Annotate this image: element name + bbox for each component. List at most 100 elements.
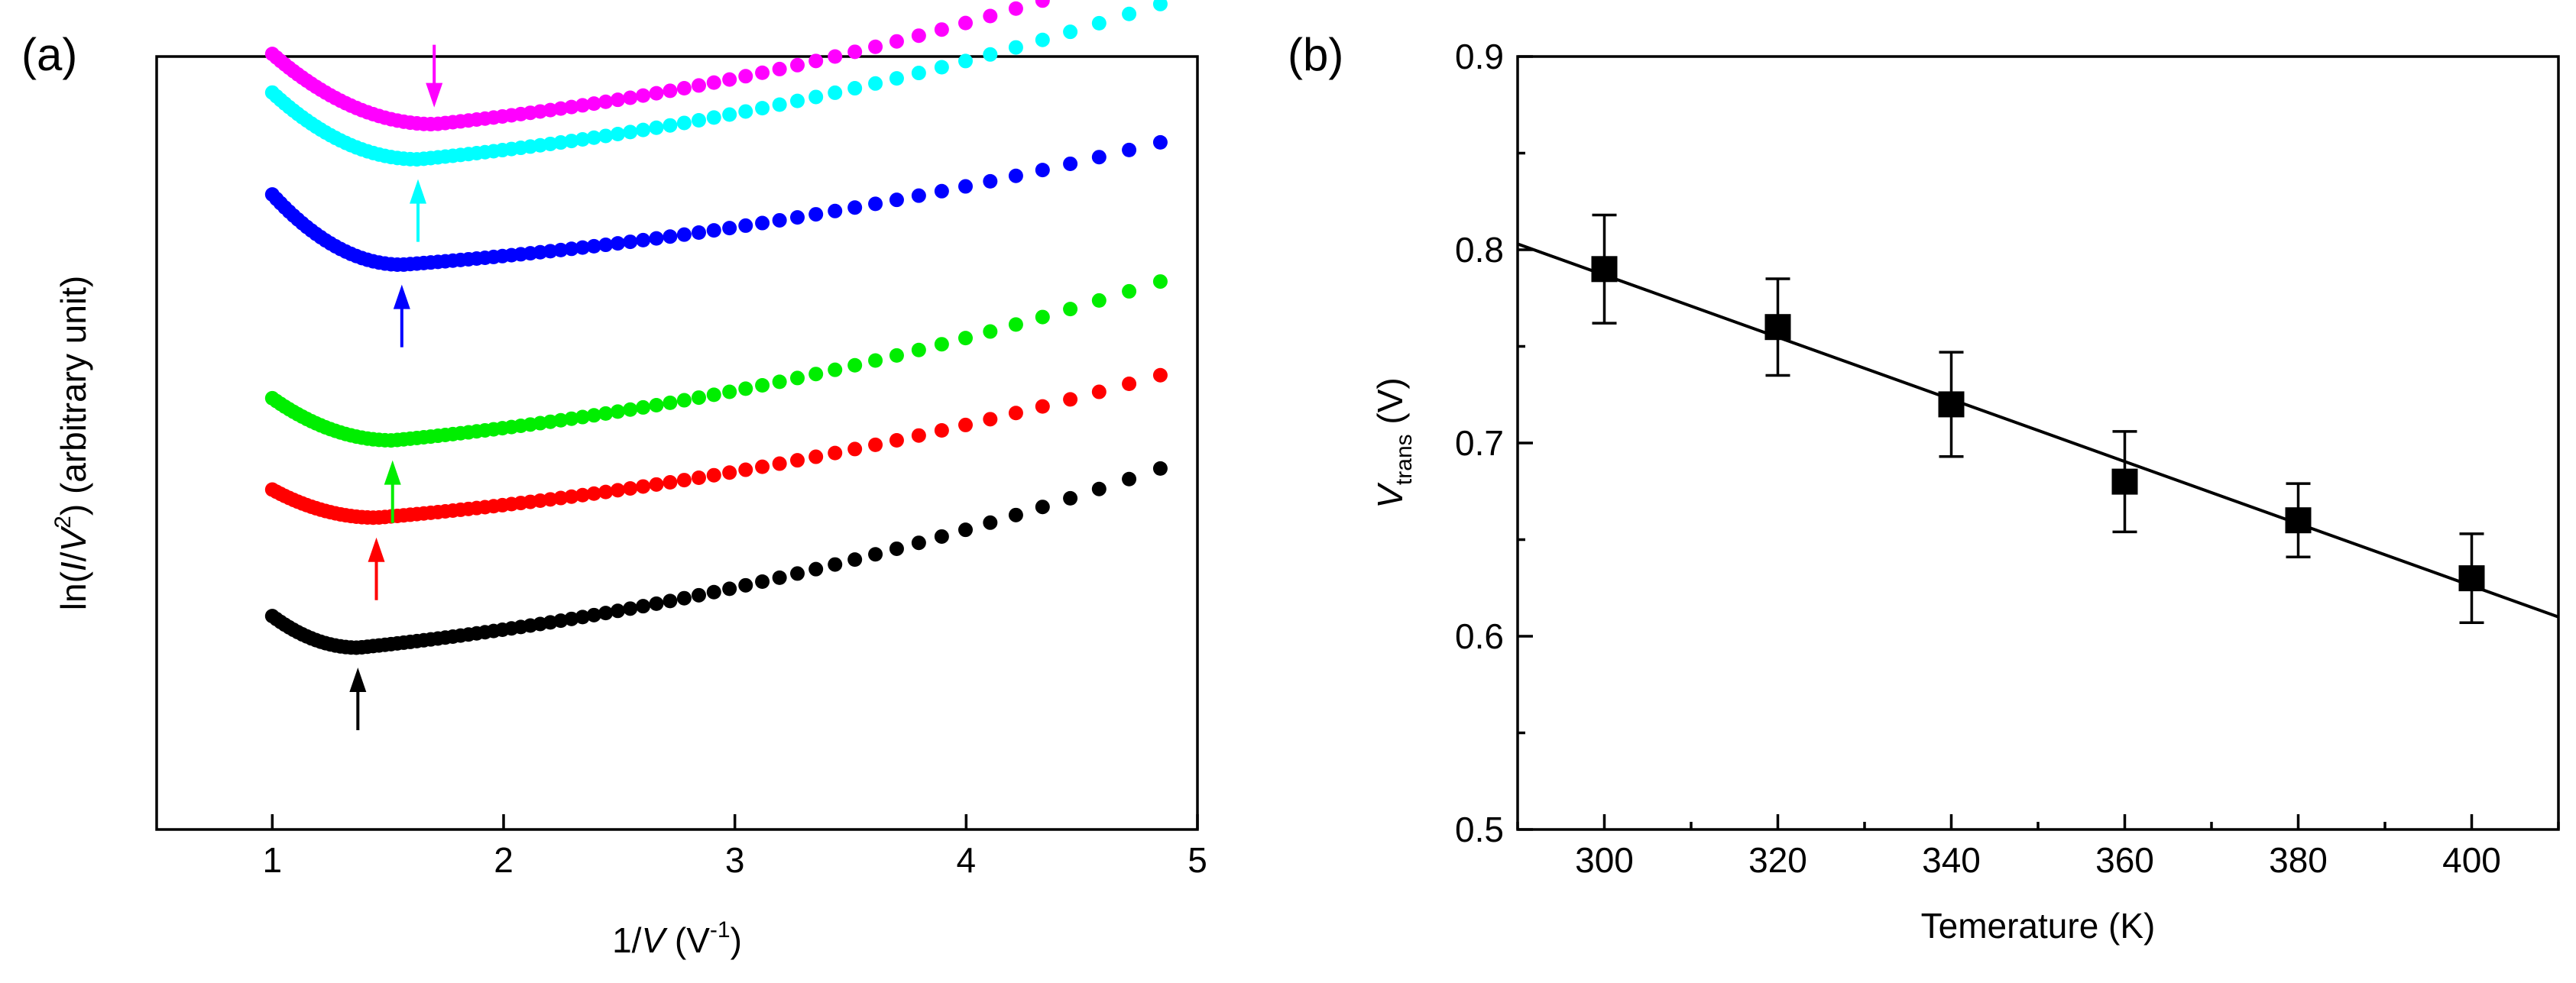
panel-a-point-magenta — [911, 28, 926, 44]
panel-a-point-black — [934, 529, 949, 544]
panel-a-point-magenta — [772, 61, 787, 76]
panel-a-point-cyan — [847, 81, 863, 96]
panel-a-point-blue — [706, 223, 721, 238]
panel-a-point-green — [706, 387, 721, 403]
panel-a-point-cyan — [738, 104, 753, 119]
panel-a-point-magenta — [1008, 1, 1023, 16]
panel-b-x-axis-title: Temerature (K) — [1921, 906, 2156, 946]
panel-a-point-green — [1122, 283, 1137, 299]
panel-a-point-green — [575, 409, 590, 425]
panel-b-x-tick-label: 300 — [1575, 840, 1634, 880]
panel-a-point-black — [957, 522, 973, 538]
panel-a-point-red — [1063, 392, 1078, 407]
panel-a-point-green — [1035, 309, 1050, 325]
panel-b-y-ticks: 0.5 0.6 0.7 0.8 0.9 — [1455, 37, 1533, 849]
panel-a-point-black — [722, 581, 737, 597]
panel-a-point-green — [957, 331, 973, 346]
panel-a: (a) 1 2 3 4 5 1/V (V-1) ln(I/V2) (arbitrary … — [21, 0, 1207, 960]
panel-a-point-green — [789, 370, 805, 386]
panel-a-point-green — [983, 324, 998, 339]
panel-b-point — [1938, 351, 1965, 458]
panel-a-point-green — [808, 367, 824, 382]
panel-a-x-axis-title: 1/V (V-1) — [612, 917, 742, 960]
panel-a-point-red — [934, 423, 949, 438]
panel-b-plot-frame — [1516, 55, 2560, 831]
panel-b-x-tick-label: 320 — [1748, 840, 1807, 880]
panel-b-point — [2285, 482, 2312, 559]
panel-a-series-cyan — [264, 0, 1168, 167]
panel-a-arrow-head — [426, 82, 443, 108]
panel-a-point-green — [649, 397, 664, 412]
panel-b-y-tick-label: 0.6 — [1455, 616, 1504, 656]
panel-a-arrow-blue — [393, 284, 410, 348]
panel-a-point-red — [808, 449, 824, 464]
panel-a-arrow-head — [393, 284, 410, 309]
panel-a-minimum-arrows — [349, 44, 443, 730]
panel-a-point-red — [911, 428, 926, 443]
panel-a-arrow-black — [349, 668, 367, 730]
panel-a-point-cyan — [789, 93, 805, 108]
panel-a-point-magenta — [553, 101, 569, 116]
panel-a-point-red — [564, 489, 579, 504]
panel-a-point-cyan — [663, 118, 678, 133]
panel-a-point-magenta — [706, 75, 721, 90]
panel-a-point-cyan — [868, 76, 883, 91]
panel-a-point-red — [738, 462, 753, 477]
panel-a-series — [264, 0, 1168, 655]
panel-a-point-green — [911, 342, 926, 357]
panel-a-plot-frame — [155, 55, 1199, 831]
panel-a-point-cyan — [676, 115, 692, 131]
panel-a-point-blue — [755, 215, 770, 231]
panel-a-point-green — [1008, 317, 1023, 332]
panel-a-point-magenta — [598, 94, 614, 109]
panel-a-point-magenta — [957, 15, 973, 31]
panel-a-series-blue — [264, 134, 1168, 272]
panel-a-point-blue — [983, 173, 998, 189]
panel-a-arrow-magenta — [426, 44, 443, 108]
panel-a-point-blue — [789, 210, 805, 225]
panel-a-point-blue — [598, 238, 614, 253]
panel-a-point-blue — [610, 236, 625, 251]
panel-a-point-green — [738, 381, 753, 396]
panel-a-arrow-head — [384, 460, 401, 485]
panel-a-series-red — [264, 367, 1168, 525]
panel-a-point-green — [691, 390, 706, 406]
panel-a-point-black — [691, 587, 706, 603]
panel-a-point-cyan — [755, 101, 770, 116]
panel-a-x-tick-label: 3 — [725, 840, 745, 880]
panel-a-point-cyan — [934, 60, 949, 75]
panel-a-point-red — [636, 479, 651, 494]
panel-b-square-marker — [1591, 256, 1618, 283]
panel-a-point-magenta — [564, 99, 579, 115]
panel-a-point-red — [755, 459, 770, 474]
panel-a-y-axis-title: ln(I/V2) (arbitrary unit) — [50, 276, 93, 610]
panel-b-linear-fit — [1517, 242, 2559, 619]
panel-a-point-blue — [663, 229, 678, 244]
panel-a-point-black — [808, 561, 824, 577]
panel-a-point-magenta — [983, 8, 998, 24]
panel-a-point-blue — [553, 242, 569, 257]
panel-a-point-green — [722, 384, 737, 399]
panel-a-series-black — [264, 461, 1168, 655]
panel-a-point-green — [868, 353, 883, 368]
panel-a-point-cyan — [1063, 24, 1078, 40]
panel-a-point-blue — [575, 240, 590, 255]
panel-a-point-magenta — [828, 49, 843, 64]
panel-a-series-green — [264, 274, 1168, 448]
panel-a-point-cyan — [808, 89, 824, 105]
panel-a-arrow-head — [349, 668, 367, 692]
panel-a-point-green — [772, 374, 787, 390]
panel-a-point-black — [564, 611, 579, 626]
panel-a-point-black — [676, 590, 692, 606]
panel-a-point-cyan — [1091, 15, 1107, 31]
panel-a-point-red — [889, 432, 904, 448]
panel-b-data-points — [1591, 213, 2485, 625]
panel-a-point-cyan — [636, 122, 651, 137]
panel-a-point-cyan — [828, 85, 843, 100]
panel-b-y-tick-label: 0.8 — [1455, 230, 1504, 270]
panel-a-point-blue — [1008, 168, 1023, 183]
panel-b-y-tick-label: 0.5 — [1455, 810, 1504, 849]
panel-a-point-green — [598, 406, 614, 421]
panel-a-point-blue — [1122, 142, 1137, 157]
panel-b-y-tick-label: 0.7 — [1455, 423, 1504, 463]
